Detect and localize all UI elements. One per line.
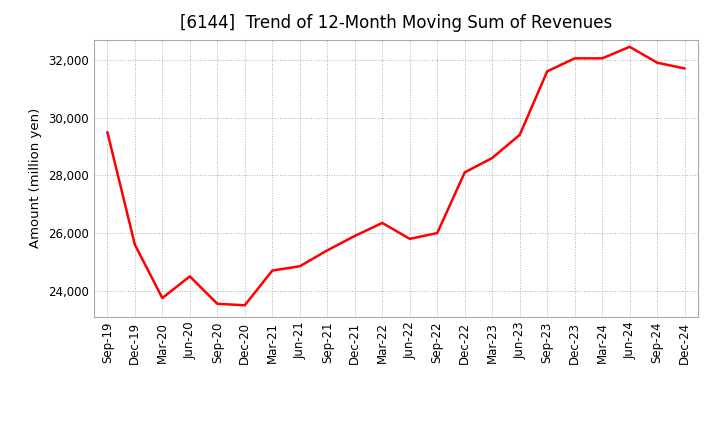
Title: [6144]  Trend of 12-Month Moving Sum of Revenues: [6144] Trend of 12-Month Moving Sum of R… [180, 15, 612, 33]
Y-axis label: Amount (million yen): Amount (million yen) [30, 108, 42, 248]
